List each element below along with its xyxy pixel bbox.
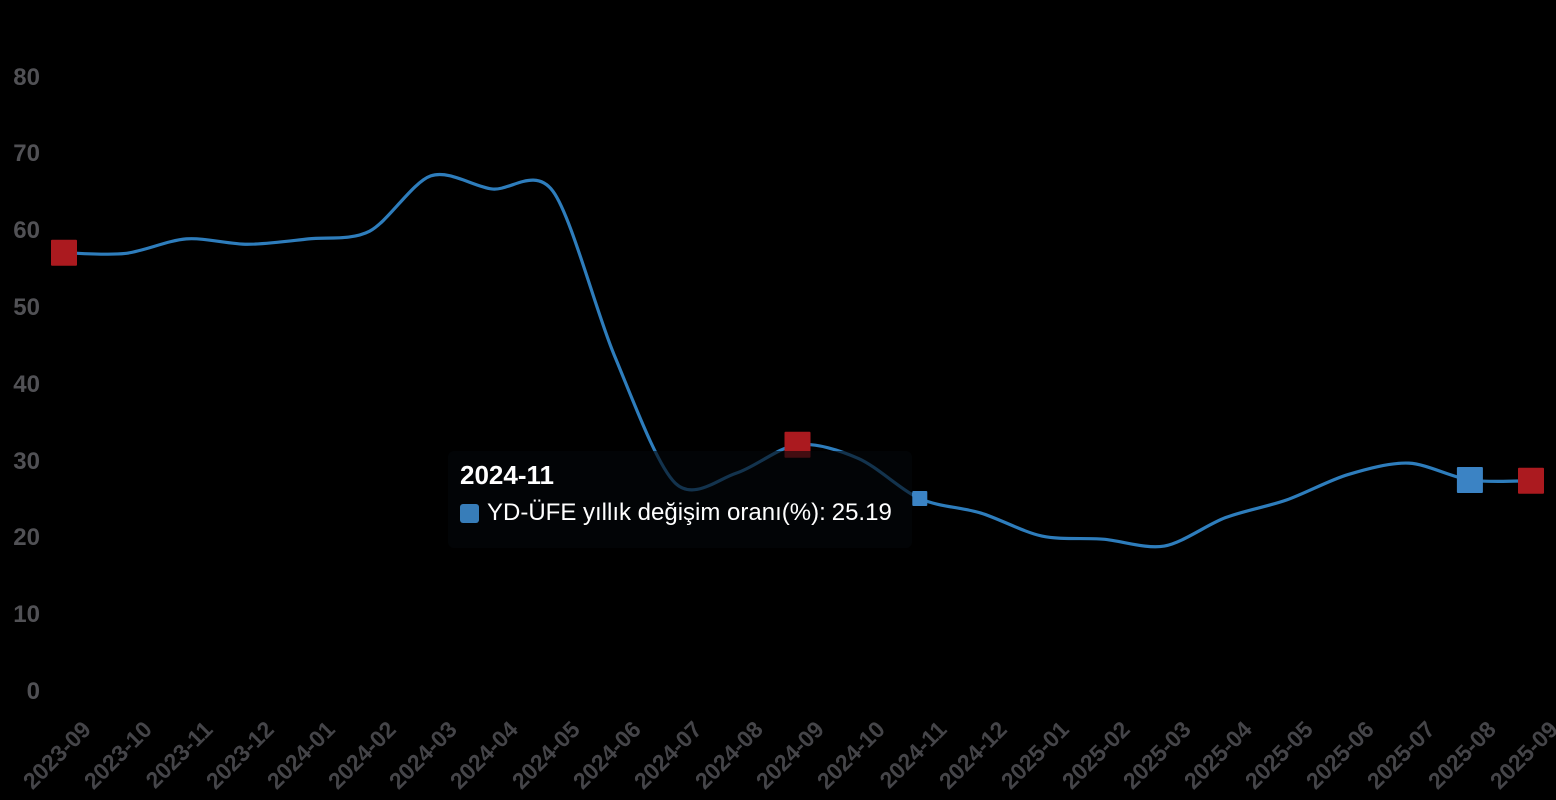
- data-point-marker[interactable]: [1456, 467, 1483, 493]
- tooltip: 2024-11 YD-ÜFE yıllık değişim oranı(%): …: [448, 451, 912, 548]
- y-axis-label: 80: [13, 63, 40, 91]
- data-point-marker[interactable]: [912, 491, 928, 506]
- data-point-marker[interactable]: [1518, 467, 1544, 494]
- y-axis-label: 20: [13, 524, 40, 552]
- tooltip-title: 2024-11: [460, 460, 554, 490]
- tooltip-value: 25.19: [831, 499, 892, 526]
- y-axis-label: 30: [13, 447, 40, 475]
- y-axis-label: 10: [13, 601, 40, 629]
- y-axis-label: 50: [13, 294, 40, 321]
- data-point-marker[interactable]: [51, 239, 77, 266]
- series-swatch-icon: [460, 503, 479, 523]
- tooltip-series-row: YD-ÜFE yıllık değişim oranı(%): 25.19: [460, 499, 912, 527]
- y-axis-label: 40: [13, 370, 40, 398]
- y-axis-label: 60: [13, 217, 40, 245]
- y-axis-label: 0: [26, 678, 40, 705]
- y-axis-label: 70: [13, 140, 40, 168]
- tooltip-series-label: YD-ÜFE yıllık değişim oranı(%):: [487, 499, 826, 526]
